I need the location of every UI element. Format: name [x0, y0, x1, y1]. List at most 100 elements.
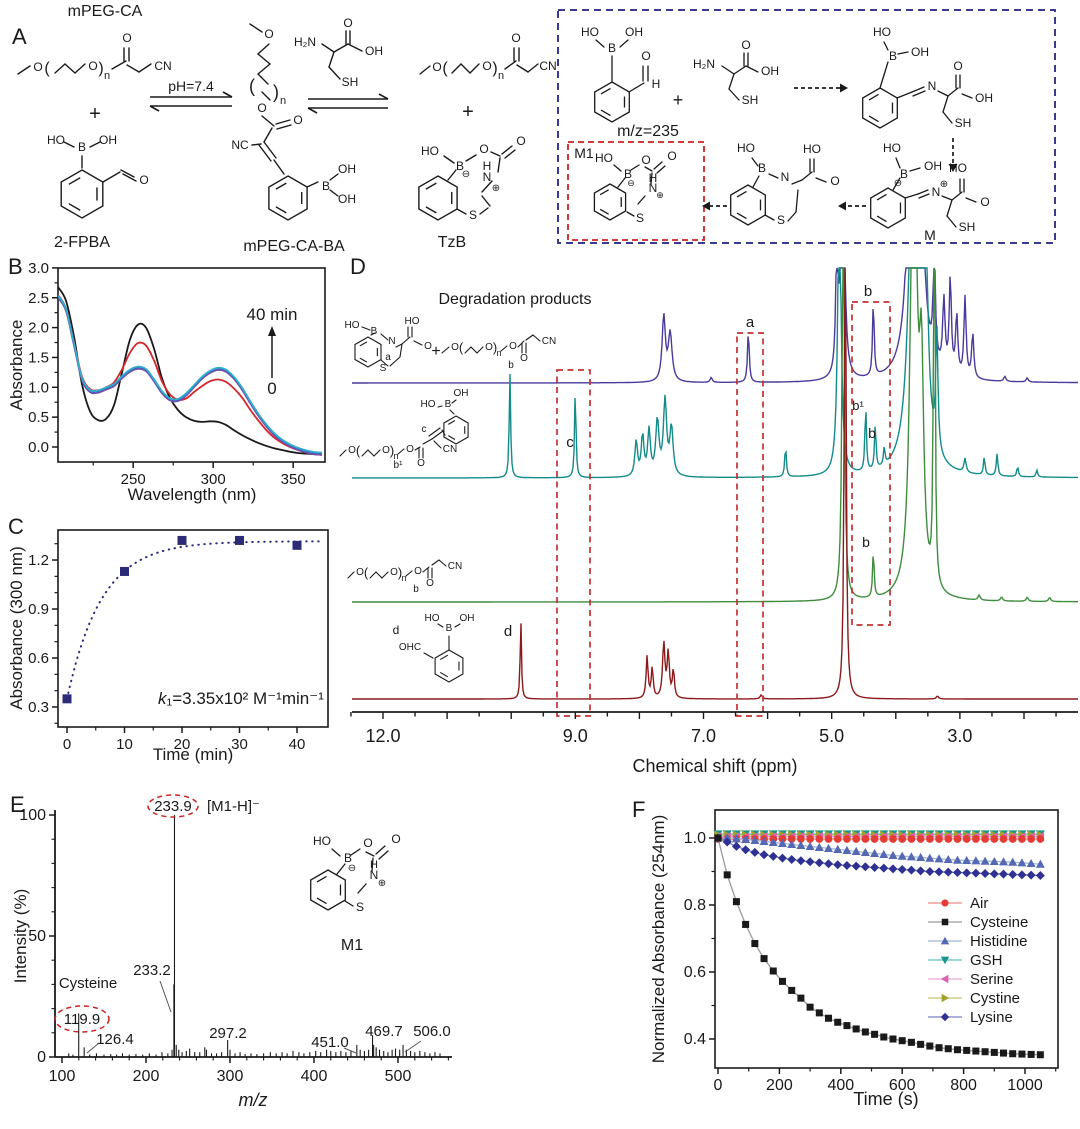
atom-label: OH: [338, 192, 356, 206]
atom-label: CN: [443, 444, 457, 455]
atom-label: B: [446, 623, 453, 634]
red-annotation: m/z=235: [617, 123, 679, 140]
nmr-trace-mPEG-CA-BA: [352, 267, 1078, 479]
atom-label: (: [459, 340, 464, 355]
x-tick: 100: [49, 1068, 76, 1085]
series-markers-Histidine: [713, 833, 1045, 868]
atom-label: O: [139, 173, 148, 187]
atom-label: O: [980, 195, 989, 209]
structure-fpba-box: HO B OH OH +: [581, 25, 683, 123]
ms-annotation: 126.4: [96, 1031, 134, 1048]
atom-label: B: [322, 179, 330, 193]
atom-label: O: [509, 341, 517, 352]
ms-annotation: 233.2: [133, 962, 171, 979]
atom-label: B: [900, 167, 908, 181]
atom-label: SH: [959, 220, 976, 234]
atom-label: S: [356, 900, 364, 914]
atom-label: O: [451, 342, 459, 353]
b-annotation: 40 min: [246, 305, 297, 324]
atom-label: ⊕: [378, 878, 386, 889]
atom-label: O: [33, 60, 42, 74]
ppm-tick: 9.0: [563, 726, 588, 746]
x-tick: 250: [121, 471, 146, 488]
axis-e-x: m/z: [239, 1090, 268, 1110]
legend-label-Cysteine: Cysteine: [970, 914, 1028, 931]
y-tick: 0.6: [28, 650, 49, 667]
axis-f-x: Time (s): [853, 1089, 918, 1109]
red-annotation: M1: [574, 145, 594, 161]
ms-annotation: 451.0: [311, 1034, 349, 1051]
x-tick: 10: [116, 736, 133, 753]
atom-label: OH: [625, 25, 643, 39]
axis-e-y: Intensity (%): [11, 889, 30, 983]
atom-label: N: [483, 170, 492, 184]
x-tick: 40: [289, 736, 306, 753]
axis-d-x: Chemical shift (ppm): [632, 756, 797, 776]
y-tick: 1.5: [28, 349, 49, 366]
atom-label: (: [364, 565, 369, 580]
atom-label: O: [520, 353, 528, 364]
structure-cysteine-top: H₂N O OH SH: [294, 16, 383, 89]
atom-label: HO: [595, 151, 613, 165]
atom-label: CN: [448, 561, 462, 572]
nmr-trace-degradation-products: [352, 267, 1078, 384]
y-tick: 0.3: [28, 699, 49, 716]
atom-label: N: [388, 336, 395, 347]
ppm-tick: 5.0: [819, 726, 844, 746]
axis-f-y: Normalized Absorbance (254nm): [649, 815, 668, 1064]
x-tick: 600: [889, 1077, 916, 1094]
atom-label: HO: [737, 141, 755, 155]
scheme-text: pH=7.4: [168, 78, 214, 94]
nmr-trace-2-FPBA: [352, 267, 1078, 700]
y-tick: 0.4: [684, 1031, 706, 1048]
atom-label: O: [485, 342, 493, 353]
atom-label: +: [431, 343, 440, 360]
atom-label: O: [390, 567, 398, 578]
atom-label: O: [641, 153, 650, 167]
legend-label-Lysine: Lysine: [970, 1009, 1013, 1026]
atom-label: a: [385, 352, 391, 363]
atom-label: O: [264, 27, 273, 41]
peak-highlight-box-1: [736, 332, 764, 717]
legend-label-Air: Air: [970, 895, 988, 912]
atom-label: b: [413, 584, 419, 595]
atom-label: H: [483, 159, 492, 173]
atom-label: O: [417, 458, 425, 469]
atom-label: CN: [542, 336, 556, 347]
atom-label: CN: [539, 59, 556, 73]
atom-label: O: [424, 341, 432, 352]
atom-label: n: [498, 70, 504, 82]
atom-label: ): [98, 60, 103, 77]
atom-label: OH: [365, 44, 383, 58]
atom-label: HO: [581, 25, 599, 39]
atom-label: n: [401, 573, 406, 583]
atom-label: B: [608, 41, 616, 55]
x-tick: 300: [217, 1068, 244, 1085]
fit-curve: [66, 540, 321, 700]
atom-label: O: [406, 444, 414, 455]
x-tick: 400: [301, 1068, 328, 1085]
ms-annotation: M1: [341, 937, 363, 954]
x-tick: 200: [766, 1077, 793, 1094]
atom-label: S: [777, 213, 785, 227]
atom-label: HO: [425, 613, 440, 624]
atom-label: ⊖: [894, 178, 902, 189]
panel-b-chart: 250 300 350 0.0 0.5 1.0 1.5 2.0 2.5 3.0 40 min 0: [28, 260, 326, 488]
mechanism-box: [557, 9, 1056, 244]
y-tick: 0.5: [28, 409, 49, 426]
atom-label: S: [469, 208, 477, 222]
peak-highlight-box-0: [556, 369, 591, 717]
atom-label: n: [393, 451, 398, 461]
ms-annotation: 297.2: [209, 1025, 247, 1042]
atom-label: HO: [803, 142, 821, 156]
ms-annotation: 469.7: [365, 1023, 403, 1040]
atom-label: SH: [342, 75, 359, 89]
atom-label: O: [293, 113, 302, 127]
atom-label: OH: [460, 613, 475, 624]
atom-label: OH: [99, 133, 117, 147]
b-annotation: 0: [267, 379, 276, 398]
atom-label: O: [516, 134, 525, 148]
